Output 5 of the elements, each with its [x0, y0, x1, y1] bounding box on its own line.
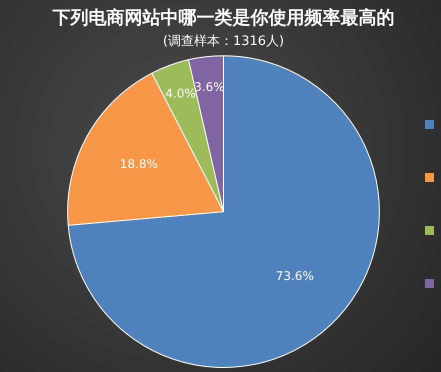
data-label: 4.0%	[165, 86, 196, 101]
data-label: 18.8%	[120, 157, 158, 172]
chart-title: 下列电商网站中哪一类是你使用频率最高的	[52, 7, 394, 28]
data-label: 73.6%	[276, 269, 314, 283]
chart-subtitle: (调查样本：1316人)	[162, 34, 284, 49]
